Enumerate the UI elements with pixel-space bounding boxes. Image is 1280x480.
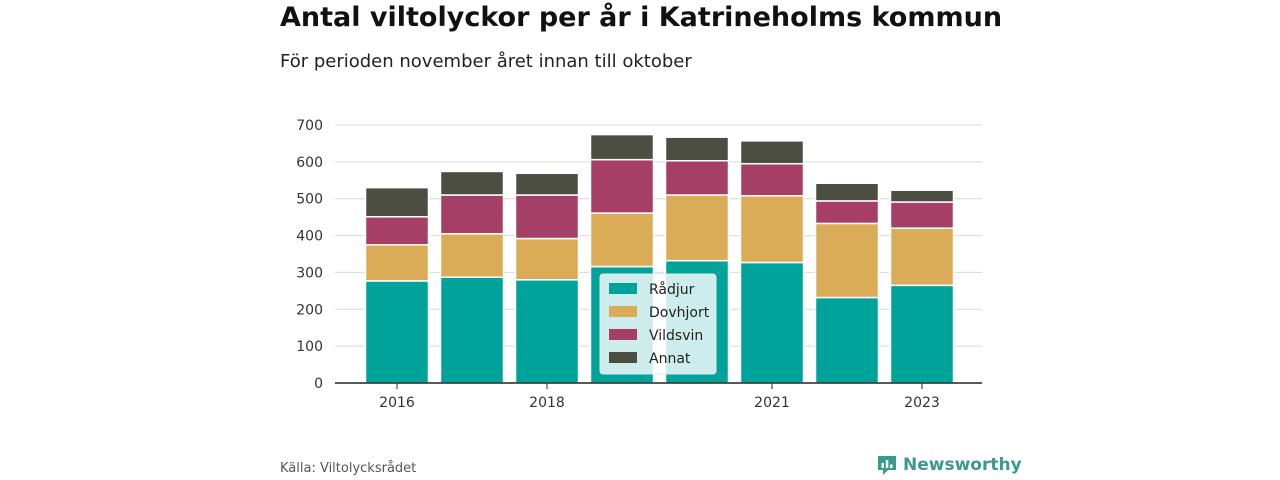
bar-segment bbox=[589, 158, 655, 214]
source-note: Källa: Viltolycksrådet bbox=[280, 461, 417, 476]
bar-segment bbox=[589, 133, 655, 161]
legend-item: Dovhjort bbox=[609, 305, 710, 321]
x-axis-ticks: 2016 2018 2021 2023 bbox=[379, 383, 940, 411]
y-tick-label: 0 bbox=[314, 376, 323, 392]
legend-label: Dovhjort bbox=[649, 305, 710, 321]
bar-segment bbox=[664, 160, 730, 196]
bar-stack-2017 bbox=[439, 170, 505, 384]
bar-segment bbox=[364, 216, 430, 246]
x-tick-label: 2018 bbox=[529, 395, 565, 411]
chart-subtitle: För perioden november året innan till ok… bbox=[280, 51, 692, 72]
bar-segment bbox=[439, 194, 505, 235]
bar-segment bbox=[889, 189, 955, 203]
bar-segment bbox=[739, 261, 805, 384]
bar-segment bbox=[514, 279, 580, 384]
bar-segment bbox=[889, 201, 955, 229]
legend-item: Vildsvin bbox=[609, 328, 703, 344]
bar-segment bbox=[439, 170, 505, 196]
bar-segment bbox=[814, 222, 880, 299]
bar-segment bbox=[739, 140, 805, 165]
legend: Rådjur Dovhjort Vildsvin Annat bbox=[599, 273, 717, 375]
y-tick-label: 300 bbox=[296, 265, 323, 281]
legend-swatch bbox=[609, 306, 637, 317]
y-tick-label: 200 bbox=[296, 302, 323, 318]
x-tick-label: 2016 bbox=[379, 395, 415, 411]
bar-segment bbox=[739, 162, 805, 197]
bar-stack-2023 bbox=[889, 189, 955, 384]
bar-segment bbox=[439, 232, 505, 278]
legend-label: Vildsvin bbox=[649, 328, 703, 344]
y-tick-label: 700 bbox=[296, 118, 323, 134]
y-tick-label: 500 bbox=[296, 192, 323, 208]
bar-stack-2018 bbox=[514, 172, 580, 384]
bar-segment bbox=[439, 276, 505, 384]
y-tick-label: 100 bbox=[296, 339, 323, 355]
bar-segment bbox=[514, 172, 580, 196]
bar-segment bbox=[364, 280, 430, 384]
bar-segment bbox=[364, 244, 430, 282]
chart-title: Antal viltolyckor per år i Katrineholms … bbox=[280, 2, 1003, 33]
bar-segment bbox=[514, 237, 580, 281]
bar-segment bbox=[514, 194, 580, 240]
x-tick-label: 2023 bbox=[904, 395, 940, 411]
bar-segment bbox=[889, 227, 955, 287]
legend-swatch bbox=[609, 329, 637, 340]
bar-segment bbox=[664, 136, 730, 162]
y-tick-label: 400 bbox=[296, 229, 323, 245]
bar-segment bbox=[739, 195, 805, 264]
bar-stack-2022 bbox=[814, 182, 880, 384]
bar-segment bbox=[364, 186, 430, 218]
legend-swatch bbox=[609, 283, 637, 294]
legend-swatch bbox=[609, 352, 637, 363]
legend-label: Rådjur bbox=[649, 281, 695, 298]
bar-stack-2021 bbox=[739, 140, 805, 384]
legend-item: Annat bbox=[609, 351, 691, 367]
bar-segment bbox=[814, 200, 880, 225]
legend-box bbox=[599, 273, 717, 375]
bar-segment bbox=[814, 182, 880, 202]
brand-logo: Newsworthy bbox=[876, 454, 1022, 476]
x-tick-label: 2021 bbox=[754, 395, 790, 411]
legend-label: Annat bbox=[649, 351, 691, 367]
bars bbox=[364, 133, 955, 384]
bar-segment bbox=[889, 284, 955, 384]
brand-name: Newsworthy bbox=[903, 455, 1022, 475]
y-tick-label: 600 bbox=[296, 155, 323, 171]
y-axis-ticks: 0 100 200 300 400 500 600 700 bbox=[296, 118, 323, 392]
bar-segment bbox=[664, 194, 730, 262]
newsworthy-logo-icon bbox=[878, 456, 896, 475]
legend-item: Rådjur bbox=[609, 281, 695, 298]
bar-segment bbox=[589, 212, 655, 268]
bar-stack-2016 bbox=[364, 186, 430, 384]
bar-segment bbox=[814, 296, 880, 384]
